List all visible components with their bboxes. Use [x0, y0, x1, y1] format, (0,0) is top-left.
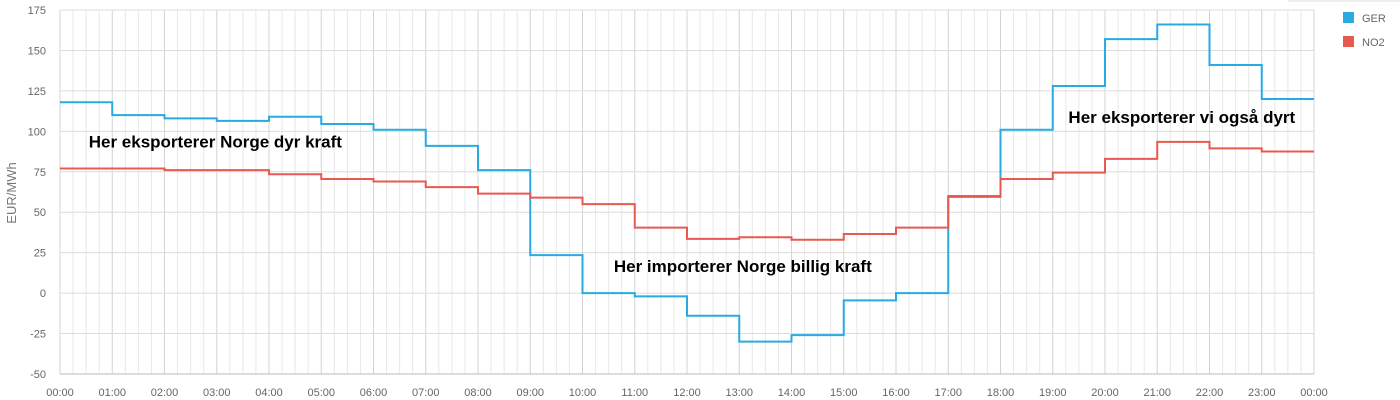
- x-tick-label: 16:00: [882, 387, 910, 399]
- x-tick-label: 11:00: [621, 387, 648, 399]
- x-tick-label: 18:00: [987, 387, 1015, 399]
- annotation-label: Her eksporterer vi også dyrt: [1068, 108, 1295, 127]
- x-tick-label: 00:00: [1300, 387, 1328, 399]
- y-tick-label: -50: [30, 369, 46, 381]
- x-tick-label: 07:00: [412, 387, 440, 399]
- y-tick-label: 0: [40, 288, 46, 300]
- x-tick-label: 01:00: [98, 387, 126, 399]
- x-tick-label: 12:00: [673, 387, 701, 399]
- legend-label-no2[interactable]: NO2: [1362, 37, 1385, 49]
- annotation-label: Her eksporterer Norge dyr kraft: [89, 133, 343, 152]
- x-tick-label: 03:00: [203, 387, 231, 399]
- x-tick-label: 17:00: [934, 387, 962, 399]
- y-tick-label: 125: [28, 86, 46, 98]
- legend-label-ger[interactable]: GER: [1362, 13, 1386, 25]
- x-tick-label: 23:00: [1248, 387, 1276, 399]
- series-line-ger: [60, 23, 1314, 343]
- x-tick-label: 14:00: [778, 387, 806, 399]
- x-tick-label: 06:00: [360, 387, 388, 399]
- series-lines: [60, 23, 1314, 343]
- x-tick-label: 08:00: [464, 387, 492, 399]
- annotations: Her eksporterer Norge dyr kraft Her impor…: [89, 108, 1296, 276]
- x-tick-label: 15:00: [830, 387, 858, 399]
- y-tick-label: 25: [34, 248, 46, 260]
- y-tick-label: 150: [28, 45, 46, 57]
- legend-swatch-no2[interactable]: [1343, 36, 1354, 47]
- x-tick-label: 02:00: [151, 387, 179, 399]
- y-axis-label: EUR/MWh: [4, 162, 19, 223]
- x-axis-ticks: 00:00 01:00 02:00 03:00 04:00 05:00 06:00 07:00…: [46, 387, 1328, 399]
- y-tick-label: 75: [34, 167, 46, 179]
- y-tick-label: 175: [28, 5, 46, 17]
- grid: [59, 9, 1315, 375]
- x-tick-label: 22:00: [1196, 387, 1224, 399]
- legend-swatch-ger[interactable]: [1343, 12, 1354, 23]
- x-tick-label: 19:00: [1039, 387, 1067, 399]
- x-tick-label: 00:00: [46, 387, 74, 399]
- x-tick-label: 05:00: [307, 387, 335, 399]
- x-tick-label: 13:00: [725, 387, 753, 399]
- y-tick-label: -25: [30, 329, 46, 341]
- y-tick-label: 100: [28, 126, 46, 138]
- x-tick-label: 20:00: [1091, 387, 1119, 399]
- series-line-no2: [60, 140, 1314, 241]
- legend[interactable]: GER NO2: [1288, 0, 1400, 49]
- y-axis-ticks: -50 -25 0 25 50 75 100 125 150 175: [28, 5, 46, 381]
- x-tick-label: 21:00: [1143, 387, 1171, 399]
- y-tick-label: 50: [34, 207, 46, 219]
- x-tick-label: 04:00: [255, 387, 283, 399]
- x-tick-label: 09:00: [516, 387, 544, 399]
- annotation-label: Her importerer Norge billig kraft: [614, 257, 872, 276]
- x-tick-label: 10:00: [569, 387, 597, 399]
